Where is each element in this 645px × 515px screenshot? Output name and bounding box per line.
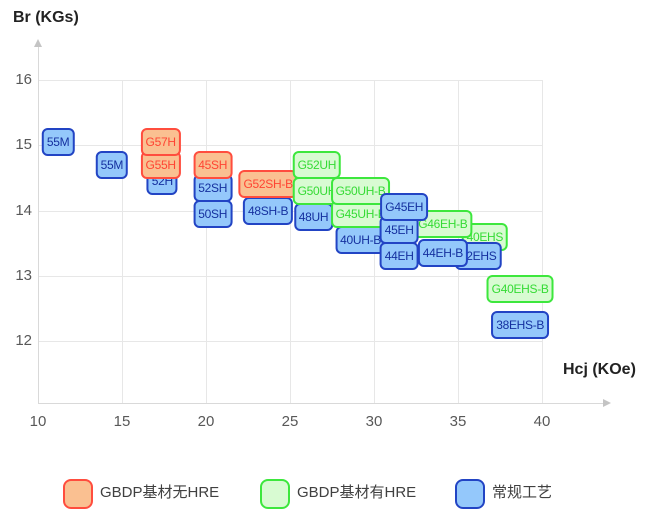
y-tick-label-16: 16: [15, 71, 32, 88]
legend-swatch-blue: [455, 479, 485, 509]
gridline-x-15: [122, 80, 123, 403]
grade-box-38ehs-b[interactable]: 38EHS-B: [491, 310, 550, 339]
legend-label-green: GBDP基材有HRE: [297, 484, 417, 501]
y-tick-label-15: 15: [15, 136, 32, 154]
grade-box-55m[interactable]: 55M: [41, 128, 75, 157]
legend-swatch-green: [260, 479, 290, 509]
gridline-y-16: [38, 80, 542, 81]
x-axis-line: [38, 403, 604, 404]
grade-box-g52uh[interactable]: G52UH: [292, 150, 342, 179]
grade-box-44eh[interactable]: 44EH: [379, 242, 419, 271]
legend-label-blue: 常规工艺: [492, 484, 553, 501]
grade-box-48sh-b[interactable]: 48SH-B: [243, 196, 294, 225]
gridline-y-13: [38, 275, 542, 277]
gridline-x-40: [542, 80, 543, 403]
grade-box-g57h[interactable]: G57H: [140, 128, 181, 157]
x-tick-label-30: 30: [365, 413, 383, 430]
legend-label-orange: GBDP基材无HRE: [100, 484, 220, 501]
x-tick-label-40: 40: [533, 413, 551, 430]
grade-box-55m[interactable]: 55M: [95, 150, 129, 179]
legend-swatch-orange: [63, 479, 93, 509]
grade-box-48uh[interactable]: 48UH: [293, 203, 334, 232]
grade-box-50sh[interactable]: 50SH: [193, 199, 233, 228]
x-tick-label-10: 10: [29, 413, 47, 430]
grade-box-g45eh[interactable]: G45EH: [380, 193, 429, 222]
x-tick-label-35: 35: [449, 413, 467, 430]
grade-box-g50uh-b[interactable]: G50UH-B: [330, 177, 391, 205]
grade-box-44eh-b[interactable]: 44EH-B: [417, 239, 468, 268]
x-tick-label-15: 15: [113, 413, 131, 430]
grade-box-g52sh-b[interactable]: G52SH-B: [238, 170, 298, 199]
y-axis-title: Br (KGs): [13, 9, 79, 26]
grade-box-40uh-b[interactable]: 40UH-B: [335, 225, 386, 254]
y-axis-arrow-icon: [34, 39, 42, 47]
gridline-x-25: [290, 80, 291, 403]
y-axis-line: [38, 46, 39, 403]
gridline-y-15: [38, 145, 542, 147]
x-axis-title: Hcj (KOe): [563, 361, 636, 378]
grade-box-g40ehs-b[interactable]: G40EHS-B: [486, 274, 554, 303]
x-axis-arrow-icon: [603, 399, 611, 407]
gridline-y-12: [38, 341, 542, 343]
y-tick-label-13: 13: [15, 266, 32, 284]
grade-box-45sh[interactable]: 45SH: [193, 150, 233, 179]
gridline-x-20: [206, 80, 207, 403]
y-tick-label-14: 14: [15, 201, 32, 219]
y-tick-label-12: 12: [15, 332, 32, 350]
x-tick-label-20: 20: [197, 413, 215, 430]
x-tick-label-25: 25: [281, 413, 299, 430]
